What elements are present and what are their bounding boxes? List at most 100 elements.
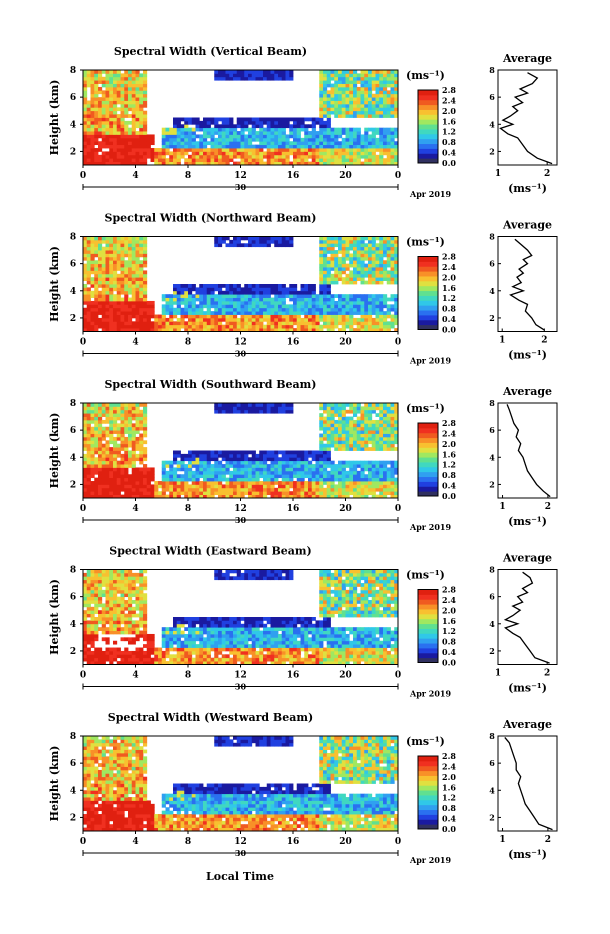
heatmap-cell: [241, 410, 245, 414]
heatmap-cell: [237, 410, 241, 414]
heatmap-cell: [94, 287, 98, 291]
heatmap-cell: [387, 471, 391, 475]
heatmap-cell: [376, 467, 380, 471]
heatmap-cell: [162, 294, 166, 298]
heatmap-cell: [177, 118, 181, 122]
heatmap-cell: [184, 145, 188, 149]
heatmap-cell: [346, 430, 350, 434]
heatmap-cell: [143, 250, 147, 254]
heatmap-cell: [121, 427, 125, 431]
heatmap-cell: [166, 151, 170, 155]
heatmap-cell: [173, 145, 177, 149]
heatmap-cell: [379, 308, 383, 312]
heatmap-cell: [98, 281, 102, 285]
heatmap-cell: [353, 434, 357, 438]
heatmap-cell: [267, 294, 271, 298]
heatmap-cell: [229, 118, 233, 122]
heatmap-cell: [379, 481, 383, 485]
heatmap-cell: [128, 247, 132, 251]
heatmap-cell: [271, 403, 275, 407]
heatmap-cell: [91, 430, 95, 434]
heatmap-cell: [357, 430, 361, 434]
heatmap-cell: [136, 148, 140, 152]
heatmap-cell: [286, 124, 290, 128]
heatmap-cell: [181, 467, 185, 471]
heatmap-cell: [196, 155, 200, 159]
heatmap-cell: [248, 145, 252, 149]
heatmap-cell: [342, 270, 346, 274]
heatmap-cell: [87, 277, 91, 281]
heatmap-cell: [211, 138, 215, 142]
heatmap-cell: [98, 294, 102, 298]
heatmap-cell: [383, 447, 387, 451]
heatmap-cell: [301, 121, 305, 125]
heatmap-cell: [391, 427, 395, 431]
heatmap-cell: [98, 478, 102, 482]
colorbar-swatch: [418, 271, 438, 276]
heatmap-cell: [301, 298, 305, 302]
heatmap-cell: [289, 321, 293, 325]
heatmap-cell: [91, 94, 95, 98]
heatmap-cell: [207, 471, 211, 475]
heatmap-cell: [121, 488, 125, 492]
avg-y-tick-label: 8: [489, 65, 495, 75]
heatmap-cell: [214, 128, 218, 132]
heatmap-cell: [237, 298, 241, 302]
heatmap-cell: [387, 101, 391, 105]
heatmap-cell: [162, 491, 166, 495]
heatmap-cell: [391, 247, 395, 251]
heatmap-cell: [109, 430, 113, 434]
heatmap-cell: [383, 427, 387, 431]
heatmap-cell: [379, 318, 383, 322]
heatmap-cell: [113, 138, 117, 142]
heatmap-cell: [147, 301, 151, 305]
heatmap-cell: [312, 311, 316, 315]
heatmap-cell: [308, 308, 312, 312]
heatmap-cell: [102, 434, 106, 438]
heatmap-cell: [391, 488, 395, 492]
heatmap-cell: [252, 118, 256, 122]
heatmap-cell: [357, 478, 361, 482]
heatmap-cell: [181, 145, 185, 149]
heatmap-cell: [244, 77, 248, 81]
heatmap-cell: [83, 423, 87, 427]
heatmap-cell: [106, 311, 110, 315]
heatmap-cell: [121, 325, 125, 329]
heatmap-cell: [282, 70, 286, 74]
heatmap-cell: [83, 430, 87, 434]
heatmap-cell: [91, 451, 95, 455]
heatmap-cell: [136, 70, 140, 74]
heatmap-cell: [222, 134, 226, 138]
heatmap-cell: [293, 451, 297, 455]
heatmap-cell: [387, 151, 391, 155]
heatmap-cell: [244, 243, 248, 247]
heatmap-cell: [278, 284, 282, 288]
heatmap-cell: [117, 237, 121, 241]
heatmap-cell: [379, 298, 383, 302]
heatmap-cell: [151, 134, 155, 138]
heatmap-cell: [181, 291, 185, 295]
heatmap-cell: [323, 410, 327, 414]
heatmap-cell: [128, 240, 132, 244]
heatmap-cell: [293, 311, 297, 315]
heatmap-cell: [334, 70, 338, 74]
heatmap-cell: [323, 243, 327, 247]
heatmap-cell: [177, 464, 181, 468]
heatmap-cell: [267, 474, 271, 478]
colorbar-tick-label: 0.8: [442, 470, 456, 480]
heatmap-cell: [87, 260, 91, 264]
heatmap-cell: [353, 298, 357, 302]
heatmap-cell: [94, 128, 98, 132]
heatmap-cells: [83, 403, 398, 498]
heatmap-cell: [121, 247, 125, 251]
heatmap-cell: [143, 118, 147, 122]
heatmap-cell: [113, 298, 117, 302]
heatmap-cell: [173, 461, 177, 465]
heatmap-cell: [252, 121, 256, 125]
heatmap-cell: [316, 155, 320, 159]
heatmap-cell: [327, 461, 331, 465]
heatmap-cell: [274, 124, 278, 128]
heatmap-cell: [323, 474, 327, 478]
heatmap-cell: [91, 77, 95, 81]
heatmap-cell: [259, 294, 263, 298]
